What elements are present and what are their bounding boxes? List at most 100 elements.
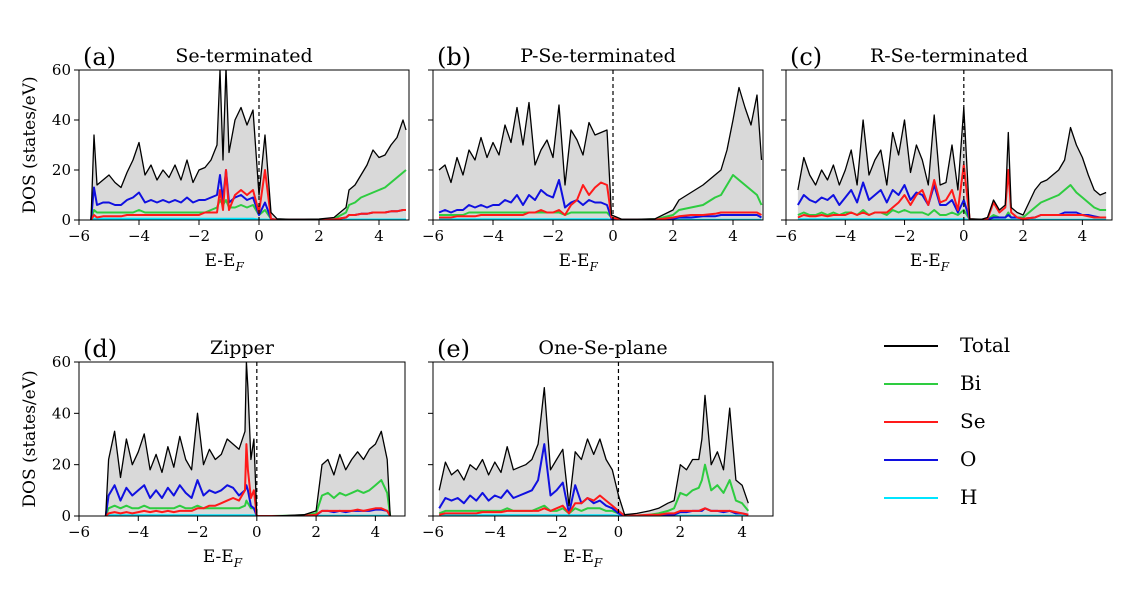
x-tick-label: −2 xyxy=(186,523,208,541)
axes-frame xyxy=(785,69,1113,221)
y-axis-label: DOS (states/eV) xyxy=(20,370,40,507)
panel-letter: (c) xyxy=(790,43,822,71)
x-tick-label: 2 xyxy=(668,227,678,245)
x-tick-label: 4 xyxy=(1078,227,1088,245)
legend-label: O xyxy=(960,447,976,471)
x-tick-label: −4 xyxy=(128,227,150,245)
series-total-line xyxy=(438,86,763,220)
x-tick-label: 4 xyxy=(728,227,738,245)
x-tick-label: −2 xyxy=(893,227,915,245)
x-axis-label: E-EF xyxy=(203,547,243,570)
panel-letter: (e) xyxy=(437,335,470,363)
plot-area xyxy=(90,70,407,220)
series-se-line xyxy=(797,164,1107,220)
panel-title: P-Se-terminated xyxy=(520,45,676,67)
series-se-line xyxy=(439,181,762,220)
panel-letter: (a) xyxy=(83,43,116,71)
x-axis-label: E-EF xyxy=(563,547,603,570)
panel-title: Zipper xyxy=(210,337,275,359)
x-tick-label: 2 xyxy=(1018,227,1028,245)
panel-title: One-Se-plane xyxy=(538,337,667,359)
legend-item-se: Se xyxy=(884,409,986,433)
series-bi-line xyxy=(439,174,763,220)
axes-frame xyxy=(432,69,764,221)
panel-title: Se-terminated xyxy=(175,45,312,67)
axes-frame xyxy=(78,361,406,517)
plot-area xyxy=(104,362,392,516)
x-tick-label: −6 xyxy=(422,523,444,541)
legend-label: Bi xyxy=(960,371,981,395)
total-fill-area xyxy=(439,87,762,220)
y-tick-label: 0 xyxy=(61,211,71,229)
panel-5: −6 −4 −2 0 2 4 E-EF (e) One-Se-plane xyxy=(422,335,774,570)
x-axis-label: E-EF xyxy=(910,251,950,274)
x-tick-label: −6 xyxy=(422,227,444,245)
x-tick-label: −4 xyxy=(484,523,506,541)
legend: Total Bi Se OH xyxy=(884,333,1010,509)
legend-item-total: Total xyxy=(884,333,1010,357)
legend-item-bi: Bi xyxy=(884,371,981,395)
legend-item-h: H xyxy=(884,485,977,509)
plot-area xyxy=(438,86,763,220)
x-tick-label: 2 xyxy=(311,523,321,541)
x-tick-label: 0 xyxy=(614,523,624,541)
x-tick-label: −4 xyxy=(482,227,504,245)
x-tick-label: −2 xyxy=(188,227,210,245)
total-fill-area xyxy=(439,387,749,516)
axes-frame xyxy=(78,69,410,221)
legend-item-o: O xyxy=(884,447,976,471)
x-tick-label: −6 xyxy=(775,227,797,245)
y-tick-label: 60 xyxy=(52,353,71,371)
x-axis-label: E-EF xyxy=(559,251,599,274)
x-tick-label: 0 xyxy=(252,523,262,541)
x-tick-label: 0 xyxy=(254,227,264,245)
series-total-line xyxy=(105,362,391,516)
series-total-line xyxy=(797,106,1107,220)
x-axis-label: E-EF xyxy=(205,251,245,274)
panel-letter: (d) xyxy=(83,335,117,363)
x-tick-label: 4 xyxy=(371,523,381,541)
x-tick-label: 0 xyxy=(608,227,618,245)
x-tick-label: −4 xyxy=(127,523,149,541)
series-se-line xyxy=(90,169,406,220)
x-tick-label: −6 xyxy=(68,227,90,245)
x-tick-label: −2 xyxy=(546,523,568,541)
panel-2: −6 −4 −2 0 2 4 E-EF (b) P-Se-terminated xyxy=(422,43,764,274)
series-se-line xyxy=(438,494,749,516)
y-tick-label: 20 xyxy=(52,456,71,474)
legend-label: H xyxy=(960,485,977,509)
plot-area xyxy=(797,106,1107,220)
y-tick-label: 40 xyxy=(52,404,71,422)
x-tick-label: 4 xyxy=(374,227,384,245)
total-fill-area xyxy=(105,362,391,516)
series-total-line xyxy=(90,70,407,220)
total-fill-area xyxy=(91,70,406,220)
legend-label: Se xyxy=(960,409,986,433)
series-total-line xyxy=(438,387,749,516)
y-tick-label: 40 xyxy=(52,111,71,129)
y-axis-label: DOS (states/eV) xyxy=(20,76,40,213)
panel-3: −6 −4 −2 0 2 4 E-EF (c) R-Se-terminated xyxy=(775,43,1113,274)
series-bi-line xyxy=(438,463,750,516)
x-tick-label: 2 xyxy=(675,523,685,541)
y-tick-label: 0 xyxy=(61,507,71,525)
series-se-line xyxy=(105,443,392,516)
y-tick-label: 20 xyxy=(52,161,71,179)
x-tick-label: −6 xyxy=(68,523,90,541)
panel-title: R-Se-terminated xyxy=(870,45,1028,67)
series-bi-line xyxy=(90,169,407,220)
series-bi-line xyxy=(104,479,392,516)
panel-letter: (b) xyxy=(437,43,471,71)
legend-label: Total xyxy=(960,333,1010,357)
series-bi-line xyxy=(797,184,1107,220)
x-tick-label: −2 xyxy=(542,227,564,245)
y-tick-label: 60 xyxy=(52,61,71,79)
x-tick-label: 0 xyxy=(959,227,969,245)
plot-area xyxy=(438,387,750,516)
x-tick-label: 4 xyxy=(737,523,747,541)
total-fill-area xyxy=(797,107,1107,220)
x-tick-label: 2 xyxy=(314,227,324,245)
